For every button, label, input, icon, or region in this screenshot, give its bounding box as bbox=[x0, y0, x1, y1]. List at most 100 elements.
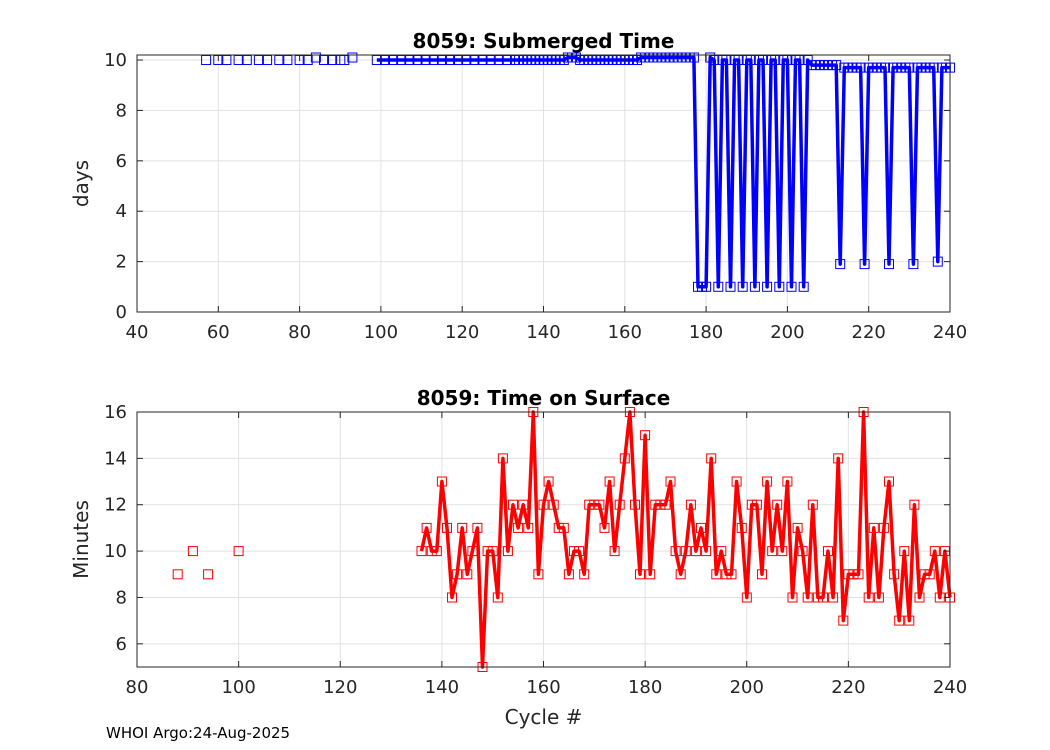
data-point bbox=[725, 281, 736, 292]
data-point bbox=[787, 592, 798, 603]
data-point bbox=[823, 546, 833, 557]
data-point bbox=[701, 546, 712, 557]
data-point bbox=[660, 499, 671, 510]
data-point bbox=[828, 592, 839, 603]
data-point bbox=[859, 259, 870, 270]
data-point bbox=[670, 546, 681, 557]
data-point bbox=[880, 62, 890, 73]
data-point bbox=[843, 569, 854, 580]
series-line bbox=[419, 410, 952, 669]
data-point bbox=[909, 499, 920, 510]
x-tick-label: 240 bbox=[933, 677, 967, 698]
data-point bbox=[737, 281, 748, 292]
data-point bbox=[523, 522, 534, 533]
data-point bbox=[782, 476, 793, 487]
data-point bbox=[736, 522, 747, 533]
data-point bbox=[569, 546, 579, 557]
data-point bbox=[599, 522, 610, 533]
data-point bbox=[919, 569, 930, 580]
data-point bbox=[203, 569, 214, 580]
y-tick-label: 14 bbox=[104, 448, 127, 469]
data-point bbox=[904, 62, 915, 73]
x-tick-label: 140 bbox=[425, 677, 459, 698]
data-point bbox=[645, 569, 656, 580]
data-point bbox=[452, 569, 463, 580]
data-point bbox=[640, 430, 651, 441]
x-tick-label: 180 bbox=[628, 677, 662, 698]
data-point bbox=[812, 592, 823, 603]
data-point bbox=[802, 592, 813, 603]
data-point bbox=[609, 546, 620, 557]
data-point bbox=[426, 546, 437, 557]
x-tick-label: 160 bbox=[526, 677, 560, 698]
x-tick-label: 120 bbox=[323, 677, 357, 698]
data-point bbox=[762, 281, 773, 292]
y-axis-label: days bbox=[69, 160, 93, 207]
data-point bbox=[680, 546, 691, 557]
data-point bbox=[807, 499, 818, 510]
data-point bbox=[749, 281, 760, 292]
data-point bbox=[543, 476, 554, 487]
y-tick-label: 10 bbox=[104, 50, 127, 71]
data-point bbox=[513, 522, 524, 533]
x-tick-label: 140 bbox=[526, 322, 560, 343]
data-point bbox=[833, 453, 844, 464]
data-point bbox=[579, 569, 590, 580]
data-point bbox=[172, 569, 183, 580]
y-tick-label: 8 bbox=[116, 587, 127, 608]
data-point bbox=[436, 476, 447, 487]
data-point bbox=[831, 60, 842, 71]
data-point bbox=[908, 259, 919, 270]
chart-panel-1: 40 60 80 100 120 140 160 180 200 220 240 0 2 4 6 8 10 805… bbox=[69, 29, 967, 343]
data-point bbox=[889, 569, 900, 580]
data-point bbox=[746, 499, 757, 510]
data-point bbox=[884, 476, 894, 487]
data-point bbox=[767, 546, 778, 557]
data-point bbox=[589, 499, 600, 510]
data-point bbox=[457, 522, 468, 533]
data-point bbox=[533, 569, 544, 580]
x-axis-label: Cycle # bbox=[505, 705, 583, 729]
data-point bbox=[508, 499, 518, 510]
y-tick-label: 6 bbox=[116, 634, 127, 655]
data-point bbox=[310, 52, 321, 63]
data-point bbox=[187, 546, 198, 557]
x-tick-label: 220 bbox=[831, 677, 865, 698]
y-tick-label: 0 bbox=[116, 302, 127, 323]
chart-panel-2: 80 100 120 140 160 180 200 220 240 6 8 10 12 14 16 8059… bbox=[69, 386, 967, 729]
data-point bbox=[665, 476, 676, 487]
x-tick-label: 200 bbox=[730, 677, 764, 698]
data-point bbox=[635, 569, 645, 580]
data-point bbox=[696, 522, 706, 533]
x-tick-label: 180 bbox=[689, 322, 723, 343]
data-point bbox=[713, 281, 724, 292]
series-line bbox=[376, 55, 950, 289]
y-tick-label: 2 bbox=[116, 252, 127, 273]
data-point bbox=[884, 259, 894, 270]
data-point bbox=[855, 62, 866, 73]
data-point bbox=[751, 499, 762, 510]
chart-title: 8059: Submerged Time bbox=[413, 29, 675, 53]
x-tick-label: 240 bbox=[933, 322, 967, 343]
y-tick-label: 10 bbox=[104, 541, 127, 562]
data-point bbox=[416, 546, 427, 557]
data-point bbox=[655, 499, 666, 510]
data-point bbox=[492, 592, 503, 603]
data-point bbox=[685, 499, 696, 510]
data-point bbox=[904, 615, 915, 626]
data-point bbox=[818, 592, 828, 603]
data-point bbox=[467, 546, 478, 557]
y-tick-label: 4 bbox=[116, 201, 127, 222]
data-point bbox=[792, 522, 803, 533]
data-point bbox=[853, 569, 864, 580]
data-point bbox=[899, 546, 910, 557]
data-point bbox=[497, 453, 508, 464]
x-tick-label: 200 bbox=[770, 322, 804, 343]
y-tick-label: 16 bbox=[104, 402, 127, 423]
data-point bbox=[630, 499, 640, 510]
data-point bbox=[690, 546, 701, 557]
data-point bbox=[563, 569, 574, 580]
data-point bbox=[558, 522, 569, 533]
data-point bbox=[914, 592, 925, 603]
data-point bbox=[574, 546, 585, 557]
